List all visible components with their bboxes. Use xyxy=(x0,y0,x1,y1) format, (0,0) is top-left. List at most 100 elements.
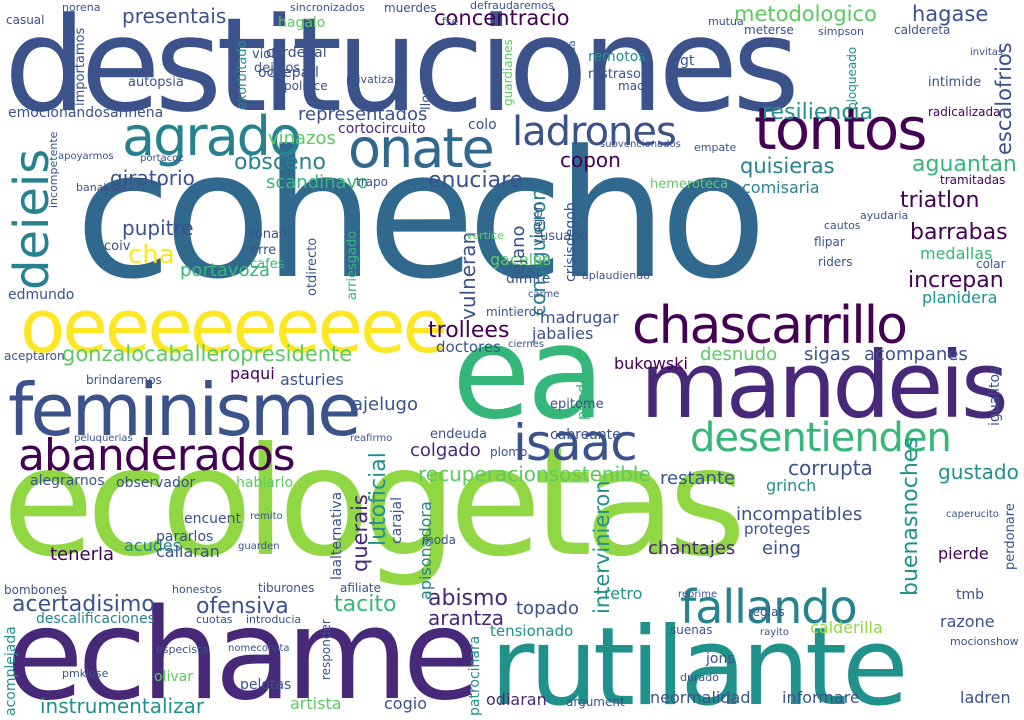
word-obsceno: obsceno xyxy=(234,150,326,175)
word-tmb: tmb xyxy=(956,587,985,603)
word-bloqueado: bloqueado xyxy=(845,46,859,110)
word-caldereta: caldereta xyxy=(894,23,951,37)
word-caperucito: caperucito xyxy=(946,509,999,520)
word-patrocinara: patrocinara xyxy=(467,635,483,716)
word-ocdeparl: ocdeparl xyxy=(258,65,319,81)
word-olivar: olivar xyxy=(154,669,193,685)
word-norena: norena xyxy=(62,1,101,14)
word-quisieras: quisieras xyxy=(740,154,835,178)
word-arantza: arantza xyxy=(428,606,505,630)
word-pierde: pierde xyxy=(938,544,989,563)
word-reglas: reglas xyxy=(748,605,785,619)
word-casual: casual xyxy=(6,13,45,27)
word-concentracio: concentracio xyxy=(434,6,570,30)
word-gonzalocaballeropresidente: gonzalocaballeropresidente xyxy=(62,342,353,366)
word-ladrones: ladrones xyxy=(512,109,677,155)
word-grinch: grinch xyxy=(766,476,817,495)
word-especista: especista xyxy=(156,643,209,656)
word-tenerla: tenerla xyxy=(50,544,115,565)
word-vertice: vertice xyxy=(466,229,504,242)
word-aceptaron: aceptaron xyxy=(4,349,65,363)
word-perdonare: perdonare xyxy=(1003,503,1018,570)
word-remotos: remotos xyxy=(588,49,646,65)
word-mandeis: mandeis xyxy=(640,332,1009,439)
word-simpson: simpson xyxy=(818,25,864,38)
word-importamos: importamos xyxy=(73,27,88,106)
word-giratorio: giratorio xyxy=(110,166,195,190)
word-hemeroteca: hemeroteca xyxy=(650,177,729,192)
word-pupitre: pupitre xyxy=(122,216,194,240)
word-madrugar: madrugar xyxy=(540,308,619,327)
word-cabreante: cabreante xyxy=(550,427,621,443)
word-instrumentalizar: instrumentalizar xyxy=(40,694,205,718)
word-cautos: cautos xyxy=(824,219,861,232)
word-afiliate: afiliate xyxy=(340,581,382,595)
word-remito: remito xyxy=(250,511,283,522)
word-abismo: abismo xyxy=(428,586,508,611)
word-subvencionados: subvencionados xyxy=(600,139,681,150)
word-restante: restante xyxy=(660,468,736,489)
word-trollees: trollees xyxy=(428,318,510,343)
word-hablarlo: hablarlo xyxy=(236,475,294,491)
word-igualitos: igualitos xyxy=(987,366,1003,426)
word-flipar: flipar xyxy=(814,235,845,249)
word-gacelas: gacelas xyxy=(490,250,552,269)
word-apoyarmos: apoyarmos xyxy=(58,151,114,162)
word-pmklose: pmklose xyxy=(62,667,109,680)
word-guarden: guarden xyxy=(238,541,280,552)
word-observador: observador xyxy=(116,475,196,491)
word-incompetente: incompetente xyxy=(47,131,60,208)
word-exorbitado: exorbitado xyxy=(235,40,250,111)
word-sigas: sigas xyxy=(804,344,851,365)
word-aguantan: aguantan xyxy=(912,152,1017,177)
word-bukowski: bukowski xyxy=(614,354,688,373)
word-acertadisimo: acertadisimo xyxy=(12,592,155,617)
word-cardenal: cardenal xyxy=(266,45,327,61)
word-cha: cha xyxy=(128,240,175,270)
word-pelotas: pelotas xyxy=(240,677,292,693)
word-mutua: mutua xyxy=(708,15,744,28)
word-tacito: tacito xyxy=(334,592,397,617)
word-portacoz: portacoz xyxy=(140,153,184,164)
word-medallas: medallas xyxy=(920,244,993,263)
word-intimide: intimide xyxy=(928,75,982,90)
word-razone: razone xyxy=(940,612,995,631)
word-destituciones: destituciones xyxy=(4,0,800,141)
word-mintieron: mintieron xyxy=(486,305,544,319)
word-tontos: tontos xyxy=(754,95,927,163)
word-encuent: encuent xyxy=(184,511,242,527)
word-colgado: colgado xyxy=(410,440,481,461)
word-calderilla: calderilla xyxy=(810,618,883,637)
word-acudes: acudes xyxy=(124,536,182,555)
word-emocionandosarinena: emocionandosarinena xyxy=(8,105,164,121)
word-odiaran: odiaran xyxy=(486,690,547,709)
word-ciernes: ciernes xyxy=(508,339,545,350)
word-riders: riders xyxy=(818,255,853,269)
word-recuperacionsostenible: recuperacionsostenible xyxy=(418,462,651,486)
word-copon: copon xyxy=(560,148,621,172)
word-meterse: meterse xyxy=(744,23,794,37)
word-desentienden: desentienden xyxy=(690,415,952,461)
word-responder: responder xyxy=(319,619,333,680)
word-dejalos: dejalos xyxy=(254,61,301,76)
word-nomeconsta: nomeconsta xyxy=(228,643,290,654)
word-callaran: callaran xyxy=(156,542,220,561)
word-fse: fse xyxy=(442,15,459,28)
word-bombones: bombones xyxy=(4,583,67,597)
word-chascarrillo: chascarrillo xyxy=(632,296,908,356)
word-gustado: gustado xyxy=(938,460,1019,484)
word-aplaudiendo: aplaudiendo xyxy=(582,269,650,282)
word-onate: onate xyxy=(348,117,495,180)
word-ladren: ladren xyxy=(960,688,1011,707)
word-cafes: cafes xyxy=(250,257,285,272)
word-otdirecto: otdirecto xyxy=(305,237,320,296)
word-increpan: increpan xyxy=(908,268,1004,293)
word-doctores: doctores xyxy=(436,338,501,356)
word-arriesgado: arriesgado xyxy=(345,230,360,300)
word-laalternativa: laalternativa xyxy=(329,491,345,580)
word-echame: echame xyxy=(6,581,480,720)
word-colar: colar xyxy=(976,257,1006,271)
word-scandinavo: scandinavo xyxy=(266,172,369,193)
word-desnudo: desnudo xyxy=(700,344,778,365)
word-colo: colo xyxy=(468,117,497,133)
